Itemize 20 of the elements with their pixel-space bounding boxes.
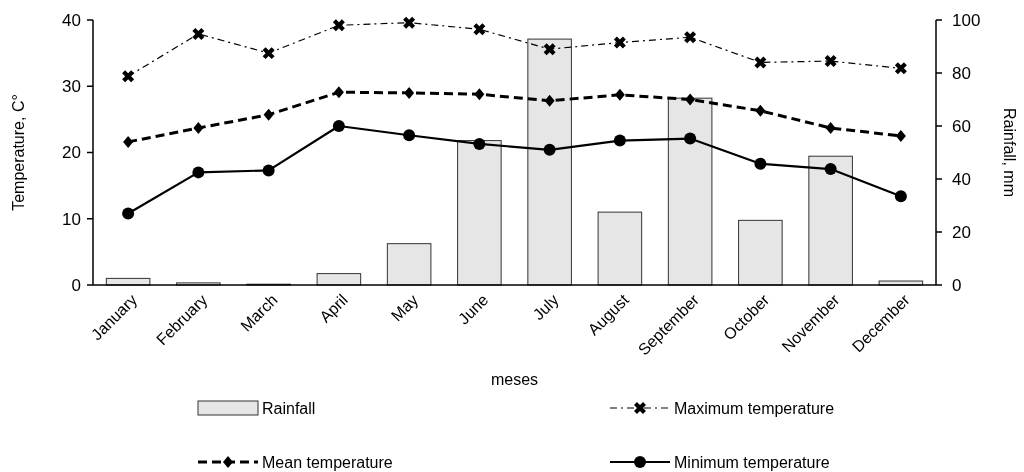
y-tick-label: 20: [62, 143, 81, 163]
y2-tick-label: 0: [952, 275, 962, 295]
x-axis-title: meses: [490, 371, 539, 388]
legend-label: Mean temperature: [262, 453, 393, 471]
legend-label: Minimum temperature: [674, 453, 830, 471]
legend-label: Rainfall: [262, 399, 316, 417]
y2-tick-label: 60: [952, 116, 971, 136]
y-tick-label: 30: [62, 77, 81, 97]
legend-label: Maximum temperature: [674, 399, 835, 417]
y2-tick-label: 100: [952, 10, 981, 30]
y-tick-label: 0: [71, 275, 81, 295]
y2-axis-title: Rainfall, mm: [1001, 108, 1018, 197]
y-tick-label: 10: [62, 209, 81, 229]
y2-tick-label: 20: [952, 222, 971, 242]
x-tick-label: July: [529, 291, 562, 324]
y-axis-title: Temperature, C°: [10, 94, 27, 211]
y-tick-label: 40: [62, 10, 81, 30]
y2-tick-label: 80: [952, 63, 971, 83]
x-tick-label: May: [387, 291, 422, 325]
y2-tick-label: 40: [952, 169, 971, 189]
